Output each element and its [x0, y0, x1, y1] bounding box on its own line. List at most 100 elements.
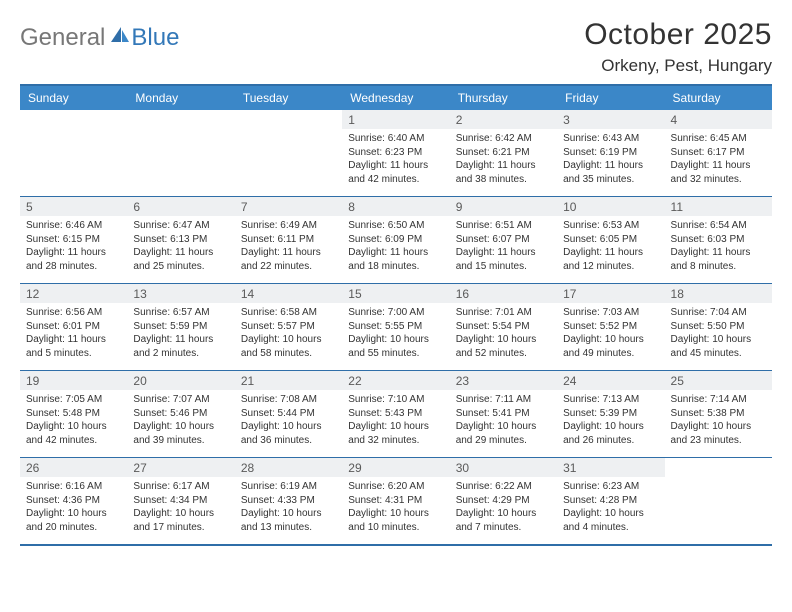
sunset-line: Sunset: 6:09 PM — [348, 233, 443, 247]
week-row: 5Sunrise: 6:46 AMSunset: 6:15 PMDaylight… — [20, 196, 772, 283]
day-number: 27 — [133, 461, 228, 475]
day-number: 11 — [671, 200, 766, 214]
day-number: 19 — [26, 374, 121, 388]
sunset-line: Sunset: 6:11 PM — [241, 233, 336, 247]
day-number: 15 — [348, 287, 443, 301]
sunset-line: Sunset: 6:05 PM — [563, 233, 658, 247]
day-number-band: 31 — [557, 458, 664, 477]
day-number: 14 — [241, 287, 336, 301]
day-cell: 16 Sunrise: 7:01 AMSunset: 5:54 PMDayligh… — [450, 284, 557, 370]
day-number: 30 — [456, 461, 551, 475]
day-number-band: 18 — [665, 284, 772, 303]
day-cell: 26Sunrise: 6:16 AMSunset: 4:36 PMDayligh… — [20, 458, 127, 544]
day-cell: 28Sunrise: 6:19 AMSunset: 4:33 PMDayligh… — [235, 458, 342, 544]
day-number: 8 — [348, 200, 443, 214]
sunset-line: Sunset: 6:07 PM — [456, 233, 551, 247]
day-number-band: 20 — [127, 371, 234, 390]
day-number-band: 23 — [450, 371, 557, 390]
sunrise-line: Sunrise: 6:45 AM — [671, 132, 766, 146]
sunrise-line: Sunrise: 7:05 AM — [26, 393, 121, 407]
day-cell: 5Sunrise: 6:46 AMSunset: 6:15 PMDaylight… — [20, 197, 127, 283]
sunrise-line: Sunrise: 7:01 AM — [456, 306, 551, 320]
daylight-line: Daylight: 10 hours and 36 minutes. — [241, 420, 336, 447]
day-number: 12 — [26, 287, 121, 301]
dow-friday: Friday — [557, 86, 664, 110]
day-number: 7 — [241, 200, 336, 214]
sunset-line: Sunset: 5:54 PM — [456, 320, 551, 334]
day-cell: 13Sunrise: 6:57 AMSunset: 5:59 PMDayligh… — [127, 284, 234, 370]
day-number-band: 19 — [20, 371, 127, 390]
daylight-line: Daylight: 11 hours and 28 minutes. — [26, 246, 121, 273]
daylight-line: Daylight: 11 hours and 15 minutes. — [456, 246, 551, 273]
day-number-band: 10 — [557, 197, 664, 216]
daylight-line: Daylight: 10 hours and 45 minutes. — [671, 333, 766, 360]
daylight-line: Daylight: 10 hours and 49 minutes. — [563, 333, 658, 360]
day-number: 23 — [456, 374, 551, 388]
day-cell: 6Sunrise: 6:47 AMSunset: 6:13 PMDaylight… — [127, 197, 234, 283]
sunset-line: Sunset: 4:36 PM — [26, 494, 121, 508]
sunset-line: Sunset: 5:41 PM — [456, 407, 551, 421]
day-cell: 8 Sunrise: 6:50 AMSunset: 6:09 PMDaylight… — [342, 197, 449, 283]
sunset-line: Sunset: 6:15 PM — [26, 233, 121, 247]
sunrise-line: Sunrise: 6:16 AM — [26, 480, 121, 494]
day-cell: 30Sunrise: 6:22 AMSunset: 4:29 PMDayligh… — [450, 458, 557, 544]
sunset-line: Sunset: 4:34 PM — [133, 494, 228, 508]
sunset-line: Sunset: 6:23 PM — [348, 146, 443, 160]
sunrise-line: Sunrise: 6:23 AM — [563, 480, 658, 494]
day-number-band: 13 — [127, 284, 234, 303]
day-number: 18 — [671, 287, 766, 301]
daylight-line: Daylight: 10 hours and 52 minutes. — [456, 333, 551, 360]
daylight-line: Daylight: 11 hours and 8 minutes. — [671, 246, 766, 273]
day-cell: 9 Sunrise: 6:51 AMSunset: 6:07 PMDaylight… — [450, 197, 557, 283]
day-cell — [235, 110, 342, 196]
day-cell: 22Sunrise: 7:10 AMSunset: 5:43 PMDayligh… — [342, 371, 449, 457]
sunrise-line: Sunrise: 7:11 AM — [456, 393, 551, 407]
day-number: 24 — [563, 374, 658, 388]
daylight-line: Daylight: 11 hours and 18 minutes. — [348, 246, 443, 273]
weeks-container: 1Sunrise: 6:40 AMSunset: 6:23 PMDaylight… — [20, 110, 772, 544]
daylight-line: Daylight: 10 hours and 32 minutes. — [348, 420, 443, 447]
day-number-band: 15 — [342, 284, 449, 303]
day-number-band: 4 — [665, 110, 772, 129]
day-number-band: 17 — [557, 284, 664, 303]
day-number-band: 16 — [450, 284, 557, 303]
day-number: 9 — [456, 200, 551, 214]
sunset-line: Sunset: 5:59 PM — [133, 320, 228, 334]
sunset-line: Sunset: 5:57 PM — [241, 320, 336, 334]
title-block: October 2025 Orkeny, Pest, Hungary — [584, 18, 772, 76]
daylight-line: Daylight: 10 hours and 39 minutes. — [133, 420, 228, 447]
day-cell: 20Sunrise: 7:07 AMSunset: 5:46 PMDayligh… — [127, 371, 234, 457]
dow-monday: Monday — [127, 86, 234, 110]
day-number: 6 — [133, 200, 228, 214]
daylight-line: Daylight: 10 hours and 58 minutes. — [241, 333, 336, 360]
sunset-line: Sunset: 4:28 PM — [563, 494, 658, 508]
day-cell: 21Sunrise: 7:08 AMSunset: 5:44 PMDayligh… — [235, 371, 342, 457]
day-number-band: 29 — [342, 458, 449, 477]
daylight-line: Daylight: 11 hours and 38 minutes. — [456, 159, 551, 186]
day-number: 4 — [671, 113, 766, 127]
sunset-line: Sunset: 5:39 PM — [563, 407, 658, 421]
sunrise-line: Sunrise: 6:50 AM — [348, 219, 443, 233]
day-number-band: 5 — [20, 197, 127, 216]
sunrise-line: Sunrise: 6:20 AM — [348, 480, 443, 494]
daylight-line: Daylight: 10 hours and 17 minutes. — [133, 507, 228, 534]
day-number-band: 7 — [235, 197, 342, 216]
sunrise-line: Sunrise: 6:54 AM — [671, 219, 766, 233]
day-cell: 14Sunrise: 6:58 AMSunset: 5:57 PMDayligh… — [235, 284, 342, 370]
day-cell: 27Sunrise: 6:17 AMSunset: 4:34 PMDayligh… — [127, 458, 234, 544]
daylight-line: Daylight: 10 hours and 13 minutes. — [241, 507, 336, 534]
sunrise-line: Sunrise: 6:22 AM — [456, 480, 551, 494]
dow-thursday: Thursday — [450, 86, 557, 110]
week-row: 1Sunrise: 6:40 AMSunset: 6:23 PMDaylight… — [20, 110, 772, 196]
sunrise-line: Sunrise: 7:08 AM — [241, 393, 336, 407]
sunrise-line: Sunrise: 7:04 AM — [671, 306, 766, 320]
day-cell: 23Sunrise: 7:11 AMSunset: 5:41 PMDayligh… — [450, 371, 557, 457]
brand-logo: General Blue — [20, 24, 179, 52]
day-cell: 4Sunrise: 6:45 AMSunset: 6:17 PMDaylight… — [665, 110, 772, 196]
sunrise-line: Sunrise: 6:43 AM — [563, 132, 658, 146]
day-cell: 25Sunrise: 7:14 AMSunset: 5:38 PMDayligh… — [665, 371, 772, 457]
daylight-line: Daylight: 10 hours and 4 minutes. — [563, 507, 658, 534]
day-cell: 3Sunrise: 6:43 AMSunset: 6:19 PMDaylight… — [557, 110, 664, 196]
day-cell: 11Sunrise: 6:54 AMSunset: 6:03 PMDayligh… — [665, 197, 772, 283]
sunrise-line: Sunrise: 6:51 AM — [456, 219, 551, 233]
